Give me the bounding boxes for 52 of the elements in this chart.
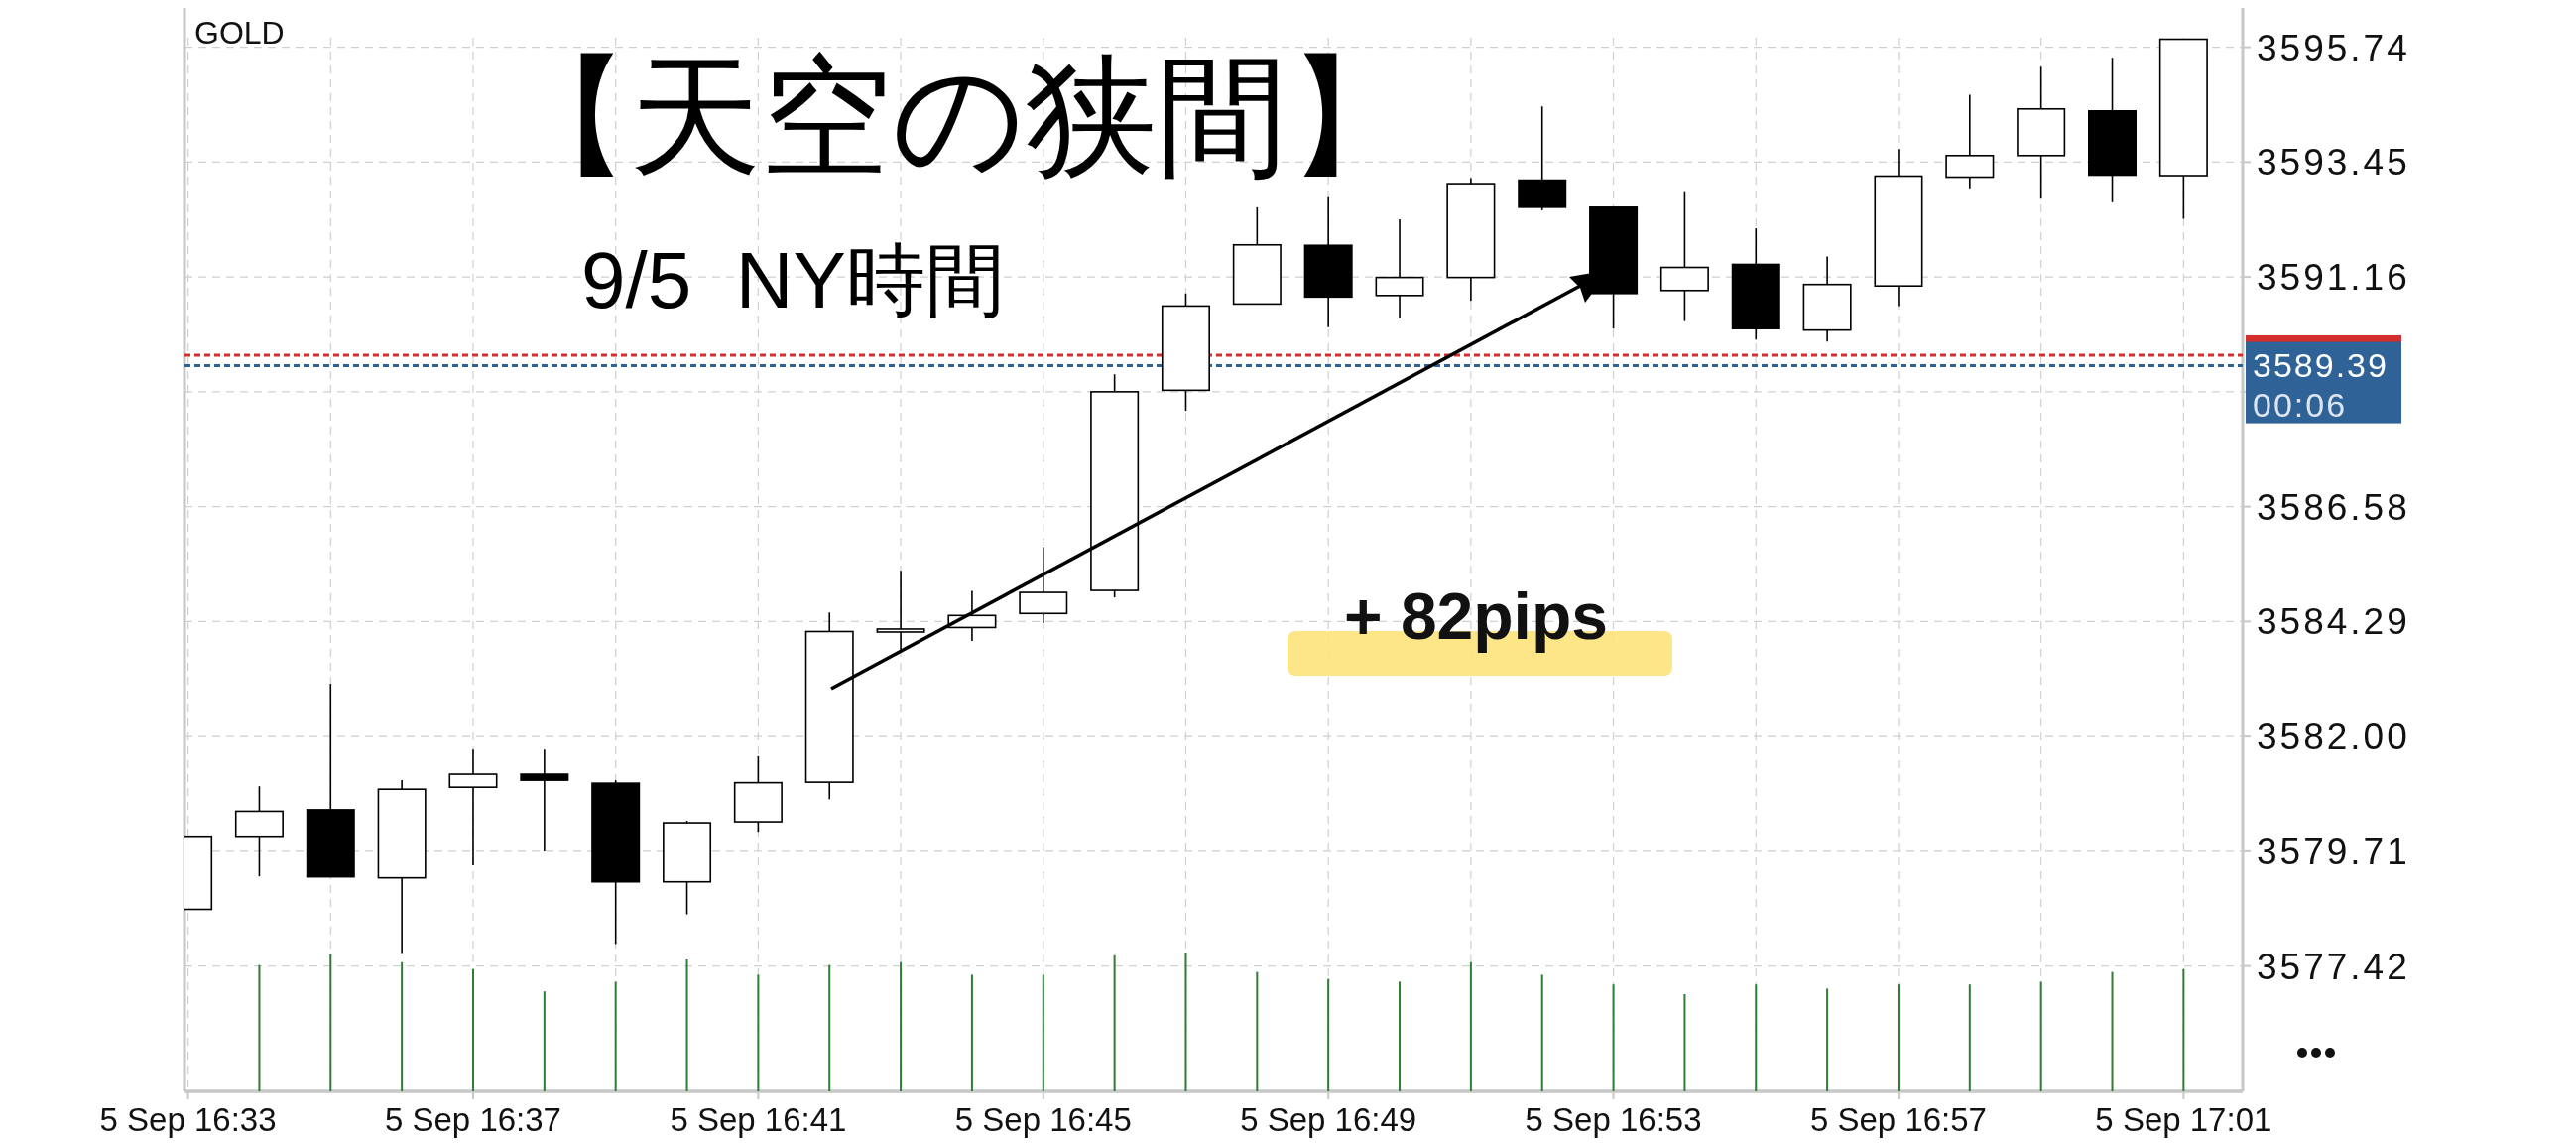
bar xyxy=(1469,961,1472,1091)
bar xyxy=(1184,953,1187,1091)
y-tick-label: 3586.58 xyxy=(2257,486,2410,528)
bar xyxy=(614,981,617,1091)
x-tick-label: 5 Sep 16:41 xyxy=(670,1101,847,1138)
bar xyxy=(1042,974,1044,1091)
candlestick xyxy=(520,748,569,852)
bar xyxy=(1683,994,1686,1091)
y-tick-label: 3584.29 xyxy=(2257,601,2410,643)
bar xyxy=(970,974,973,1091)
bar xyxy=(1897,984,1900,1091)
x-tick-label: 5 Sep 16:53 xyxy=(1525,1101,1702,1138)
bar xyxy=(471,968,474,1091)
x-tick-label: 5 Sep 17:01 xyxy=(2095,1101,2272,1138)
x-tick-label: 5 Sep 16:33 xyxy=(99,1101,277,1138)
chart-title: 【天空の狭間】 xyxy=(499,44,1418,190)
bar xyxy=(2182,968,2185,1091)
y-tick-label: 3591.16 xyxy=(2257,257,2410,299)
bar xyxy=(1256,971,1259,1091)
bar xyxy=(401,961,404,1091)
bar xyxy=(543,991,546,1091)
y-tick-label: 3579.71 xyxy=(2257,830,2410,872)
x-tick-label: 5 Sep 16:37 xyxy=(384,1101,561,1138)
x-tick-label: 5 Sep 16:49 xyxy=(1240,1101,1417,1138)
bar xyxy=(2039,981,2042,1091)
y-tick-label: 3595.74 xyxy=(2257,27,2410,68)
y-tick-label: 3593.45 xyxy=(2257,142,2410,184)
bar xyxy=(258,964,261,1091)
annotation: + 82pips xyxy=(1344,579,1608,653)
bar xyxy=(1968,984,1971,1091)
bar xyxy=(2111,971,2114,1091)
candlestick xyxy=(448,748,498,866)
bar xyxy=(1327,978,1330,1091)
annotation: GOLD xyxy=(194,15,285,51)
x-tick-label: 5 Sep 16:45 xyxy=(954,1101,1132,1138)
bar xyxy=(757,974,760,1091)
y-tick-label: 3582.00 xyxy=(2257,716,2410,758)
ref-line-label: 3589.39 xyxy=(2253,346,2389,385)
bar xyxy=(1612,984,1615,1091)
text: 9/5 NY時間 xyxy=(581,236,1005,324)
y-tick-label: 3577.42 xyxy=(2257,946,2410,987)
bar xyxy=(1755,984,1758,1091)
x-tick-label: 5 Sep 16:57 xyxy=(1809,1101,1987,1138)
bar xyxy=(828,964,831,1091)
bar xyxy=(1113,954,1116,1091)
bar xyxy=(1399,981,1402,1091)
bar xyxy=(1826,988,1829,1091)
bar xyxy=(685,959,688,1091)
bar xyxy=(900,961,903,1091)
bar xyxy=(1540,974,1543,1091)
text: 00:06 xyxy=(2253,386,2348,425)
bar xyxy=(329,954,332,1091)
